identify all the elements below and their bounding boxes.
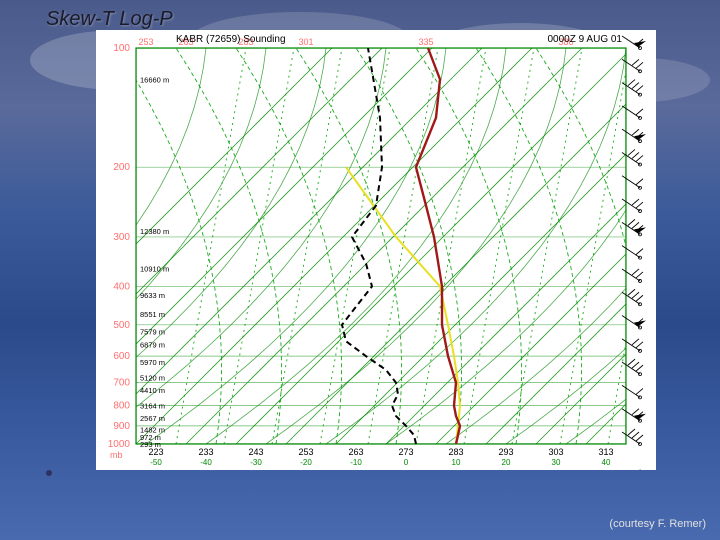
- svg-text:20.0: 20.0: [556, 469, 572, 470]
- svg-text:600: 600: [113, 351, 130, 362]
- slide-title: Skew-T Log-P: [46, 8, 173, 31]
- svg-text:303: 303: [548, 447, 563, 457]
- svg-text:10910 m: 10910 m: [140, 264, 169, 273]
- svg-text:40.0: 40.0: [604, 469, 620, 470]
- svg-text:0.2: 0.2: [222, 469, 234, 470]
- svg-text:-50: -50: [150, 458, 162, 467]
- svg-text:16660 m: 16660 m: [140, 75, 169, 84]
- svg-text:-20: -20: [300, 458, 312, 467]
- skewt-chart-svg: 0.10.20.61.02.03.05.010.020.040.0g/kg100…: [96, 30, 656, 470]
- svg-text:4410 m: 4410 m: [140, 386, 165, 395]
- svg-text:1482 m: 1482 m: [140, 426, 165, 435]
- svg-text:7579 m: 7579 m: [140, 328, 165, 337]
- svg-text:253: 253: [298, 447, 313, 457]
- svg-text:200: 200: [113, 162, 130, 173]
- svg-text:-40: -40: [200, 458, 212, 467]
- svg-text:700: 700: [113, 378, 130, 389]
- svg-text:800: 800: [113, 401, 130, 412]
- svg-text:0: 0: [404, 458, 409, 467]
- svg-text:100: 100: [113, 43, 130, 54]
- svg-text:1.0: 1.0: [318, 469, 330, 470]
- svg-text:20: 20: [502, 458, 511, 467]
- svg-text:8551 m: 8551 m: [140, 310, 165, 319]
- svg-text:301: 301: [298, 37, 313, 47]
- svg-text:900: 900: [113, 421, 130, 432]
- svg-text:3164 m: 3164 m: [140, 402, 165, 411]
- svg-text:223: 223: [148, 447, 163, 457]
- skewt-chart-panel: 0.10.20.61.02.03.05.010.020.040.0g/kg100…: [96, 30, 656, 470]
- svg-text:6879 m: 6879 m: [140, 340, 165, 349]
- svg-text:mb: mb: [110, 450, 123, 460]
- svg-text:5.0: 5.0: [462, 469, 474, 470]
- svg-text:233: 233: [198, 447, 213, 457]
- svg-text:10: 10: [452, 458, 461, 467]
- svg-text:30: 30: [552, 458, 561, 467]
- svg-text:293: 293: [498, 447, 513, 457]
- svg-text:0.6: 0.6: [270, 469, 282, 470]
- svg-text:273: 273: [398, 447, 413, 457]
- svg-text:0000Z 9 AUG 01: 0000Z 9 AUG 01: [548, 34, 623, 45]
- svg-text:313: 313: [598, 447, 613, 457]
- svg-text:2.0: 2.0: [366, 469, 378, 470]
- svg-text:-30: -30: [250, 458, 262, 467]
- svg-text:400: 400: [113, 281, 130, 292]
- svg-text:0.1: 0.1: [174, 469, 186, 470]
- svg-text:-10: -10: [350, 458, 362, 467]
- svg-text:253: 253: [138, 37, 153, 47]
- svg-text:283: 283: [448, 447, 463, 457]
- svg-text:3.0: 3.0: [414, 469, 426, 470]
- svg-text:12380 m: 12380 m: [140, 227, 169, 236]
- svg-text:500: 500: [113, 320, 130, 331]
- svg-text:300: 300: [113, 232, 130, 243]
- svg-text:40: 40: [602, 458, 611, 467]
- courtesy-text: (courtesy F. Remer): [609, 518, 706, 530]
- svg-text:KABR (72659) Sounding: KABR (72659) Sounding: [176, 34, 286, 45]
- svg-text:243: 243: [248, 447, 263, 457]
- svg-text:9633 m: 9633 m: [140, 291, 165, 300]
- svg-text:g/kg: g/kg: [632, 468, 649, 470]
- svg-text:5120 m: 5120 m: [140, 374, 165, 383]
- svg-text:335: 335: [418, 37, 433, 47]
- svg-text:2567 m: 2567 m: [140, 414, 165, 423]
- svg-text:1000: 1000: [108, 439, 131, 450]
- bullet-marker: [46, 470, 52, 476]
- svg-text:10.0: 10.0: [508, 469, 524, 470]
- svg-text:5970 m: 5970 m: [140, 358, 165, 367]
- svg-text:263: 263: [348, 447, 363, 457]
